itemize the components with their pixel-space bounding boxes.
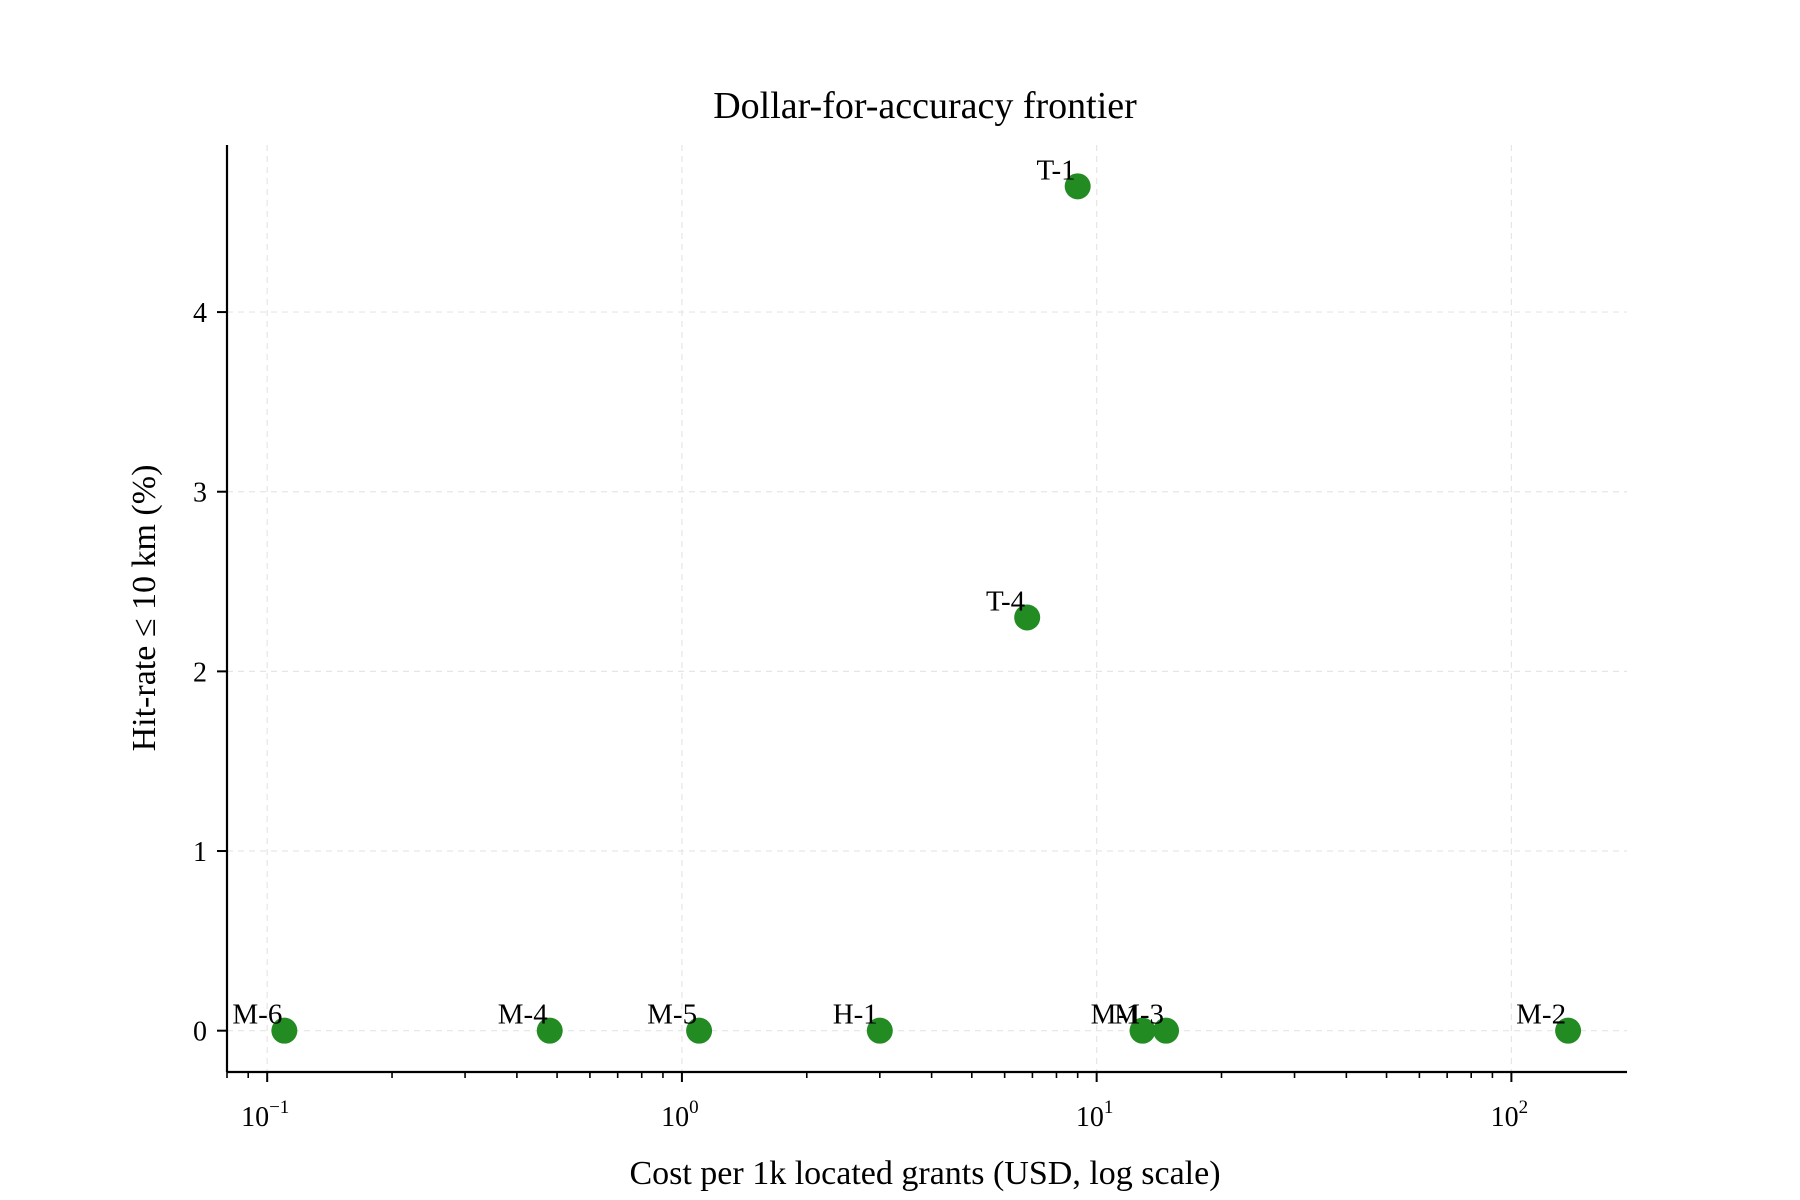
x-axis-label: Cost per 1k located grants (USD, log sca… [629, 1155, 1220, 1192]
scatter-point [866, 1017, 893, 1044]
scatter-point [1153, 1017, 1180, 1044]
point-label: M-5 [647, 999, 697, 1031]
point-label: H-1 [833, 999, 878, 1031]
chart-title: Dollar-for-accuracy frontier [713, 85, 1137, 127]
y-tick-label: 4 [193, 298, 207, 329]
grid-lines [227, 145, 1627, 1072]
point-label: M-4 [498, 999, 548, 1031]
y-tick-label: 3 [193, 478, 207, 509]
y-axis-label: Hit-rate ≤ 10 km (%) [126, 465, 163, 752]
scatter-point [686, 1017, 713, 1044]
point-label: M-2 [1516, 999, 1566, 1031]
scatter-point [536, 1017, 563, 1044]
point-label: T-1 [1036, 154, 1075, 186]
x-tick-label: 100 [661, 1097, 699, 1133]
scatter-point [1129, 1017, 1156, 1044]
point-label: M-3 [1114, 999, 1164, 1031]
data-points [271, 173, 1582, 1044]
y-tick-label: 1 [193, 837, 207, 868]
scatter-point [1064, 173, 1091, 200]
point-label: M-1 [1091, 999, 1141, 1031]
scatter-point [1014, 604, 1041, 631]
scatter-point [1555, 1017, 1582, 1044]
y-tick-label: 2 [193, 657, 207, 688]
x-tick-label: 10−1 [241, 1097, 289, 1133]
point-label: T-4 [986, 585, 1026, 617]
x-tick-label: 102 [1491, 1097, 1529, 1133]
point-labels: M-6 M-4 M-5 H-1 T-4 T-1 M-1M-3 M-2 [232, 154, 1566, 1030]
x-tick-label: 101 [1076, 1097, 1114, 1133]
point-label: M-6 [232, 999, 282, 1031]
scatter-point [271, 1017, 298, 1044]
axis-ticks: 10−1 100 101 102 0 1 2 3 4 [193, 298, 1528, 1133]
axes-spines [225, 145, 1627, 1074]
y-tick-label: 0 [193, 1017, 207, 1048]
